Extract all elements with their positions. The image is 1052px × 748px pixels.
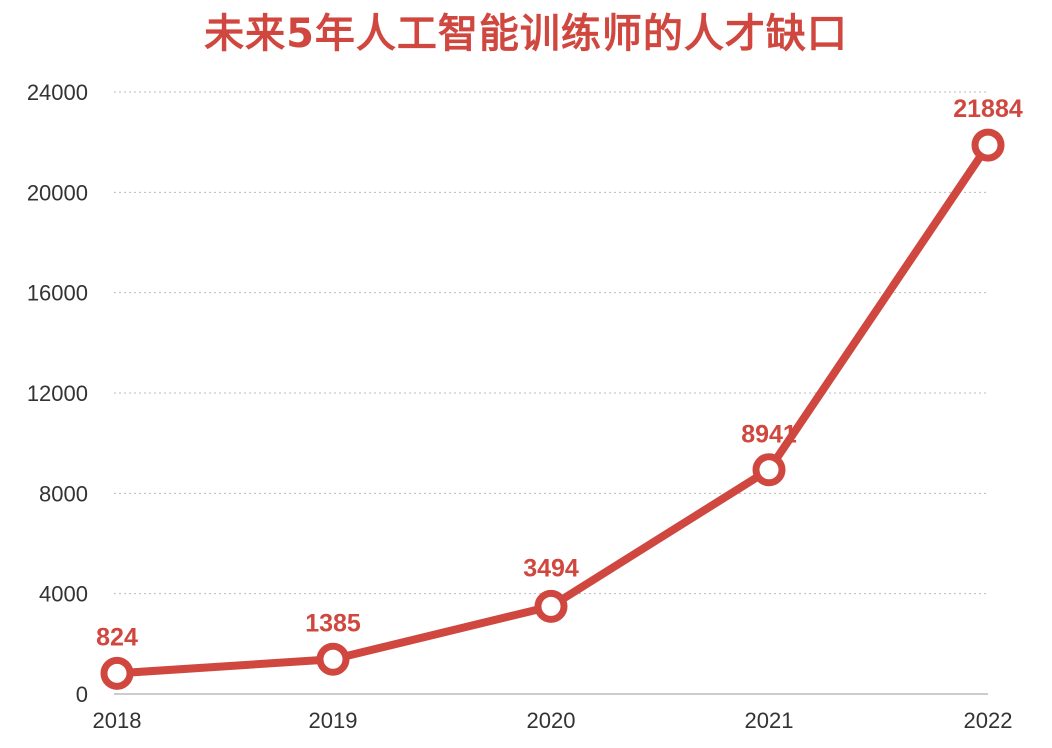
x-tick-label: 2020 (527, 708, 576, 733)
data-point (752, 453, 786, 487)
data-label: 1385 (305, 609, 361, 637)
y-tick-label: 0 (76, 682, 88, 707)
y-tick-label: 4000 (39, 582, 88, 607)
gridlines (114, 91, 988, 595)
data-labels: 824 1385 3494 8941 21884 (96, 95, 1023, 651)
data-point (100, 656, 134, 690)
y-tick-label: 12000 (27, 381, 88, 406)
data-points (100, 128, 1005, 690)
y-tick-label: 16000 (27, 281, 88, 306)
chart-title: 未来5年人工智能训练师的人才缺口 (204, 11, 848, 57)
y-tick-label: 8000 (39, 481, 88, 506)
data-point (971, 128, 1005, 162)
data-label: 21884 (953, 95, 1023, 123)
x-tick-label: 2018 (93, 708, 142, 733)
data-label: 824 (96, 623, 138, 651)
x-axis: 2018 2019 2020 2021 2022 (93, 693, 1013, 733)
data-label: 3494 (523, 554, 579, 582)
x-tick-label: 2022 (964, 708, 1013, 733)
x-tick-label: 2019 (309, 708, 358, 733)
data-point (316, 642, 350, 676)
y-tick-label: 24000 (27, 80, 88, 105)
data-label: 8941 (741, 421, 797, 449)
y-tick-label: 20000 (27, 180, 88, 205)
data-point (534, 589, 568, 623)
x-tick-label: 2021 (745, 708, 794, 733)
y-axis: 0 4000 8000 12000 16000 20000 24000 (27, 80, 88, 707)
